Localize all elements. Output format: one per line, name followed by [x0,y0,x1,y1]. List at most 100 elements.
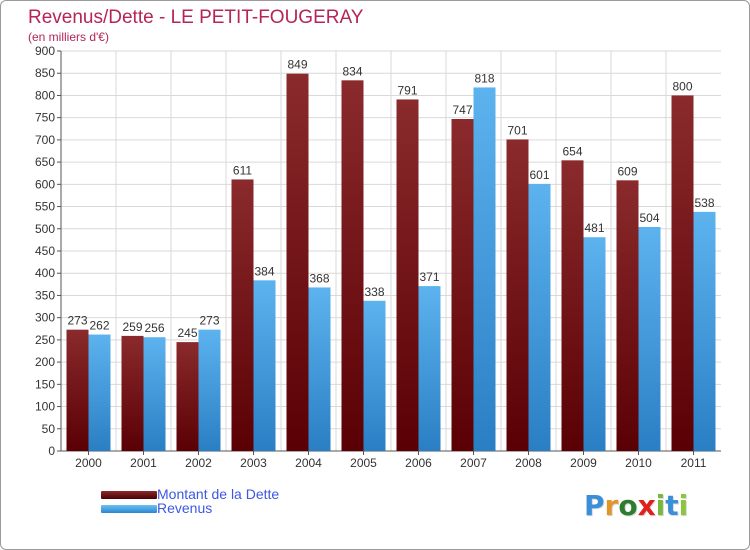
tick-labels: 0 50 100 150 200 250 300 350 400 450 500 550 600 650 7… [35,44,707,470]
value-label-dette-2001: 259 [122,320,142,334]
x-tick-label: 2011 [681,456,707,470]
y-tick-label: 500 [35,222,55,236]
bar-dette-2000 [66,329,89,451]
y-tick-label: 250 [35,333,55,347]
value-label-revenus-2009: 481 [584,221,604,235]
y-tick-label: 450 [35,244,55,258]
value-label-revenus-2011: 538 [694,196,714,210]
axes [57,50,721,455]
value-label-dette-2006: 791 [397,83,417,97]
y-tick-label: 700 [35,133,55,147]
x-tick-label: 2010 [625,456,652,470]
bar-dette-2008 [506,139,529,451]
y-tick-label: 850 [35,66,55,80]
bar-revenus-2008 [528,183,551,451]
x-tick-label: 2005 [350,456,377,470]
bar-revenus-2002 [198,329,221,451]
value-label-dette-2009: 654 [562,144,582,158]
x-tick-label: 2004 [295,456,322,470]
logo-letter: r [604,489,619,522]
bar-revenus-2006 [418,286,441,451]
value-label-dette-2004: 849 [287,58,307,72]
bar-revenus-2000 [88,334,111,451]
chart-title: Revenus/Dette - LE PETIT-FOUGERAY [28,7,364,28]
grid-lines [61,50,721,451]
proxiti-logo: Proxiti [584,489,688,522]
y-tick-label: 750 [35,111,55,125]
logo-letter: i [678,489,689,522]
value-label-dette-2002: 245 [177,326,197,340]
y-tick-label: 350 [35,288,55,302]
bar-revenus-2005 [363,300,386,451]
value-label-revenus-2000: 262 [89,319,109,333]
legend-item-dette: Montant de la Dette [101,486,361,503]
chart-subtitle: (en milliers d'€) [28,30,109,44]
y-tick-label: 300 [35,311,55,325]
bar-revenus-2003 [253,280,276,451]
y-tick-label: 800 [35,88,55,102]
bar-revenus-2001 [143,337,166,451]
x-tick-label: 2002 [185,456,212,470]
logo-letter: P [584,489,605,522]
data-labels: 273 262 259 256 2452736113848493688343387913… [67,58,714,340]
y-tick-label: 650 [35,155,55,169]
x-tick-label: 2007 [460,456,487,470]
bar-revenus-2004 [308,287,331,451]
y-tick-label: 900 [35,44,55,58]
x-tick-label: 2008 [515,456,542,470]
legend-swatch-dette [101,491,157,499]
x-tick-label: 2003 [240,456,267,470]
bar-dette-2001 [121,335,144,451]
value-label-revenus-2010: 504 [639,211,659,225]
x-tick-label: 2006 [405,456,432,470]
y-tick-label: 150 [35,377,55,391]
y-tick-label: 200 [35,355,55,369]
y-tick-label: 100 [35,400,55,414]
bars [66,73,716,452]
legend-label-dette: Montant de la Dette [157,486,280,502]
value-label-revenus-2005: 338 [364,285,384,299]
value-label-revenus-2007: 818 [474,71,494,85]
bar-dette-2006 [396,99,419,451]
x-tick-label: 2009 [570,456,597,470]
y-tick-label: 550 [35,200,55,214]
y-tick-label: 400 [35,266,55,280]
value-label-revenus-2004: 368 [309,271,329,285]
x-tick-label: 2001 [130,456,157,470]
logo-letter: o [618,489,638,522]
value-label-dette-2003: 611 [233,163,252,177]
bar-dette-2003 [231,179,254,451]
value-label-revenus-2001: 256 [144,321,164,335]
value-label-dette-2008: 701 [507,123,527,137]
y-tick-label: 600 [35,177,55,191]
logo-letter: t [665,489,679,522]
value-label-revenus-2006: 371 [419,270,439,284]
bar-dette-2011 [671,95,694,451]
value-label-dette-2010: 609 [617,164,637,178]
bar-revenus-2009 [583,237,606,451]
y-tick-label: 50 [42,422,56,436]
value-label-revenus-2002: 273 [199,314,219,328]
bar-revenus-2010 [638,227,661,451]
logo-letter: x [637,489,656,522]
value-label-dette-2005: 834 [342,64,362,78]
value-label-revenus-2003: 384 [254,264,274,278]
bar-dette-2010 [616,180,639,452]
y-tick-label: 0 [48,444,55,458]
bar-revenus-2011 [693,211,716,451]
logo-letter: i [655,489,666,522]
value-label-revenus-2008: 601 [529,168,549,182]
x-tick-label: 2000 [75,456,102,470]
bar-revenus-2007 [473,87,496,451]
bar-dette-2009 [561,160,584,452]
bar-dette-2002 [176,342,199,451]
bar-dette-2005 [341,80,364,451]
value-label-dette-2000: 273 [67,314,87,328]
bar-dette-2004 [286,73,309,452]
value-label-dette-2007: 747 [452,103,472,117]
legend-item-revenus: Revenus [101,500,361,517]
bar-dette-2007 [451,119,474,451]
value-label-dette-2011: 800 [672,79,692,93]
